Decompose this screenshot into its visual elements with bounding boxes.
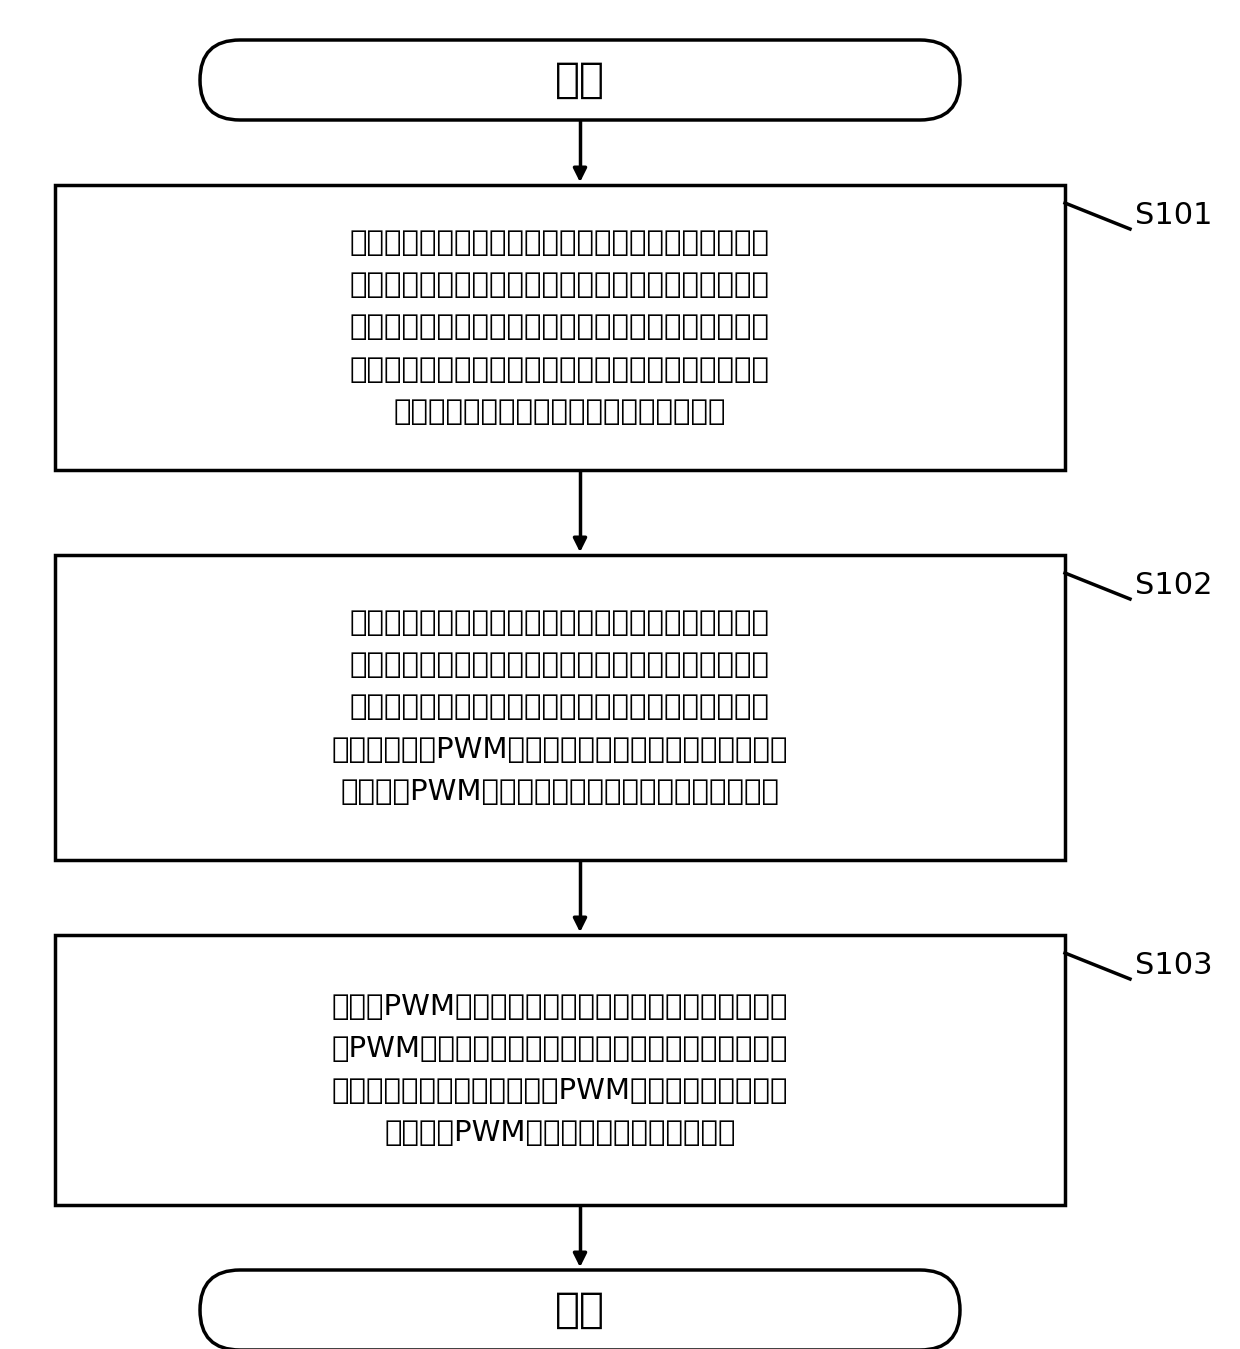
FancyBboxPatch shape [200,40,960,120]
Text: 开始: 开始 [556,59,605,101]
Text: S102: S102 [1135,571,1213,599]
Text: 结束: 结束 [556,1290,605,1331]
Bar [55,554,1065,861]
Bar [55,185,1065,469]
Text: S101: S101 [1135,201,1213,229]
Text: 将定子正序电压直流分量、定子负序电压直流分量、转
子正序电压直流分量、转子负序电压直流分量、第一电
网电压频率以及第二电网电压频率进行参考电压计算处
理，得到第: 将定子正序电压直流分量、定子负序电压直流分量、转 子正序电压直流分量、转子负序电… [332,608,789,807]
Text: 对采集的第一电网电压、第二电网电压、定子接口电压
以及转子接口电压进行预处理得到定子正序电压直流分
量、定子负序电压直流分量、转子正序电压直流分量以
及转子负序: 对采集的第一电网电压、第二电网电压、定子接口电压 以及转子接口电压进行预处理得到… [350,229,770,426]
FancyBboxPatch shape [200,1269,960,1349]
Text: S103: S103 [1135,951,1213,979]
Bar [55,935,1065,1205]
Text: 对第一PWM变换器的正电压参考值和负电压参考值与第
二PWM变换器的正电压参考值和负电压参考值进行控制
信号获取处理，得到控制第一PWM变换器的开关信号和
控制: 对第一PWM变换器的正电压参考值和负电压参考值与第 二PWM变换器的正电压参考值… [332,993,789,1148]
